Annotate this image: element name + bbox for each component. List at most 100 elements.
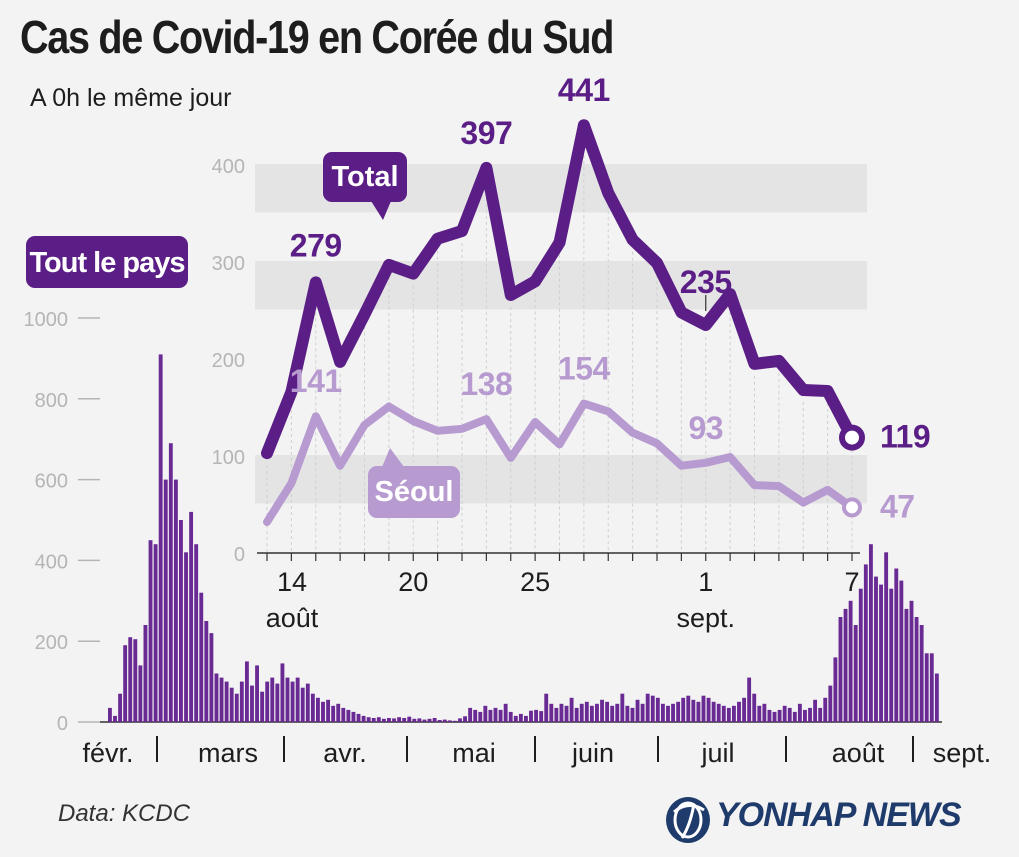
national-bar (559, 703, 564, 722)
national-bar (118, 693, 123, 722)
national-bar (392, 718, 396, 722)
national-bar (503, 703, 508, 722)
national-bar (716, 703, 721, 722)
national-bar (163, 479, 168, 722)
national-bar (381, 718, 386, 722)
national-bar (219, 677, 224, 722)
national-bar (757, 705, 762, 722)
national-bar (473, 709, 478, 722)
national-bar (569, 697, 574, 722)
national-bar (123, 645, 128, 722)
national-bar (108, 707, 112, 722)
tout-le-pays-label: Tout le pays (29, 247, 184, 279)
inset-y-tick-label: 300 (212, 253, 245, 275)
national-bar (635, 699, 640, 722)
national-bar (285, 677, 290, 722)
national-bar (239, 681, 244, 722)
national-bar (387, 718, 391, 722)
national-bar (179, 520, 183, 722)
inset-x-tick-label: 25 (520, 567, 550, 597)
national-bar (721, 705, 726, 722)
national-bar (579, 703, 584, 722)
national-bar (838, 617, 843, 722)
national-bar (534, 709, 539, 722)
national-bar (706, 697, 711, 722)
national-bar (371, 718, 376, 722)
national-bar (427, 718, 432, 722)
national-bar (630, 707, 635, 722)
national-bar (478, 711, 483, 722)
seoul-badge: Séoul (368, 448, 460, 518)
national-bar (858, 588, 863, 722)
national-bar (250, 685, 254, 722)
national-bar (270, 677, 275, 722)
inset-data-labels: 279 397 441 235 119 141 138 154 93 47 (290, 72, 931, 524)
national-bar (168, 443, 173, 722)
national-bar (625, 705, 630, 722)
national-bar (143, 625, 148, 722)
national-bar (620, 693, 625, 722)
national-y-tick-label: 1000 (24, 309, 69, 331)
data-label-seoul: 138 (460, 366, 512, 402)
national-bar (853, 625, 858, 722)
national-bar (650, 695, 655, 722)
national-bar (924, 653, 929, 722)
national-bar (321, 701, 325, 722)
national-bar (747, 677, 752, 722)
national-bar (696, 701, 701, 722)
national-bar (660, 703, 665, 722)
national-bar (417, 718, 422, 722)
national-x-axis: févr. mars avr. mai juin juil août sept. (82, 736, 991, 768)
national-bar (681, 697, 686, 722)
national-bar (701, 695, 706, 722)
national-bar (244, 661, 249, 722)
national-bar (209, 633, 214, 722)
national-bar (158, 354, 163, 722)
data-label-total: 279 (290, 227, 342, 263)
national-bar (524, 715, 528, 722)
national-bar (305, 683, 310, 722)
national-bar (346, 709, 351, 722)
inset-y-tick-label: 400 (212, 156, 245, 178)
national-bar (732, 705, 736, 722)
national-bar (229, 687, 234, 722)
national-bar (326, 699, 331, 722)
national-bar (666, 705, 670, 722)
national-bar (797, 703, 802, 722)
national-bar (336, 703, 341, 722)
total-badge: Total (323, 152, 407, 220)
national-bar (508, 711, 513, 722)
national-bar (513, 715, 518, 722)
national-bar (813, 699, 818, 722)
national-month-label: mars (198, 738, 258, 768)
national-bar (351, 711, 356, 722)
inset-band (255, 455, 867, 504)
yonhap-globe-icon (666, 797, 710, 843)
national-bar (265, 681, 270, 722)
national-bar (422, 719, 427, 722)
national-bar (726, 707, 731, 722)
national-bar (762, 703, 767, 722)
national-bar (600, 699, 604, 722)
national-bar (488, 709, 493, 722)
national-bar (113, 715, 117, 722)
national-y-tick-label: 400 (35, 551, 68, 573)
data-label-total: 441 (558, 72, 610, 108)
national-bar (224, 681, 229, 722)
national-bar (914, 617, 919, 722)
national-bar (787, 707, 792, 722)
national-bar (331, 705, 336, 722)
national-y-tick-label: 200 (35, 632, 68, 654)
national-bar (432, 718, 437, 722)
national-bar (889, 588, 894, 722)
national-month-label: juin (571, 738, 614, 768)
national-bar (919, 625, 924, 722)
national-bar (833, 657, 838, 722)
series-endpoint-seoul (842, 497, 862, 518)
data-label-seoul: 93 (688, 410, 723, 446)
national-bar (640, 703, 645, 722)
inset-x-tick-label: 14 (277, 567, 307, 597)
national-bar (792, 711, 797, 722)
national-bar (366, 717, 371, 722)
